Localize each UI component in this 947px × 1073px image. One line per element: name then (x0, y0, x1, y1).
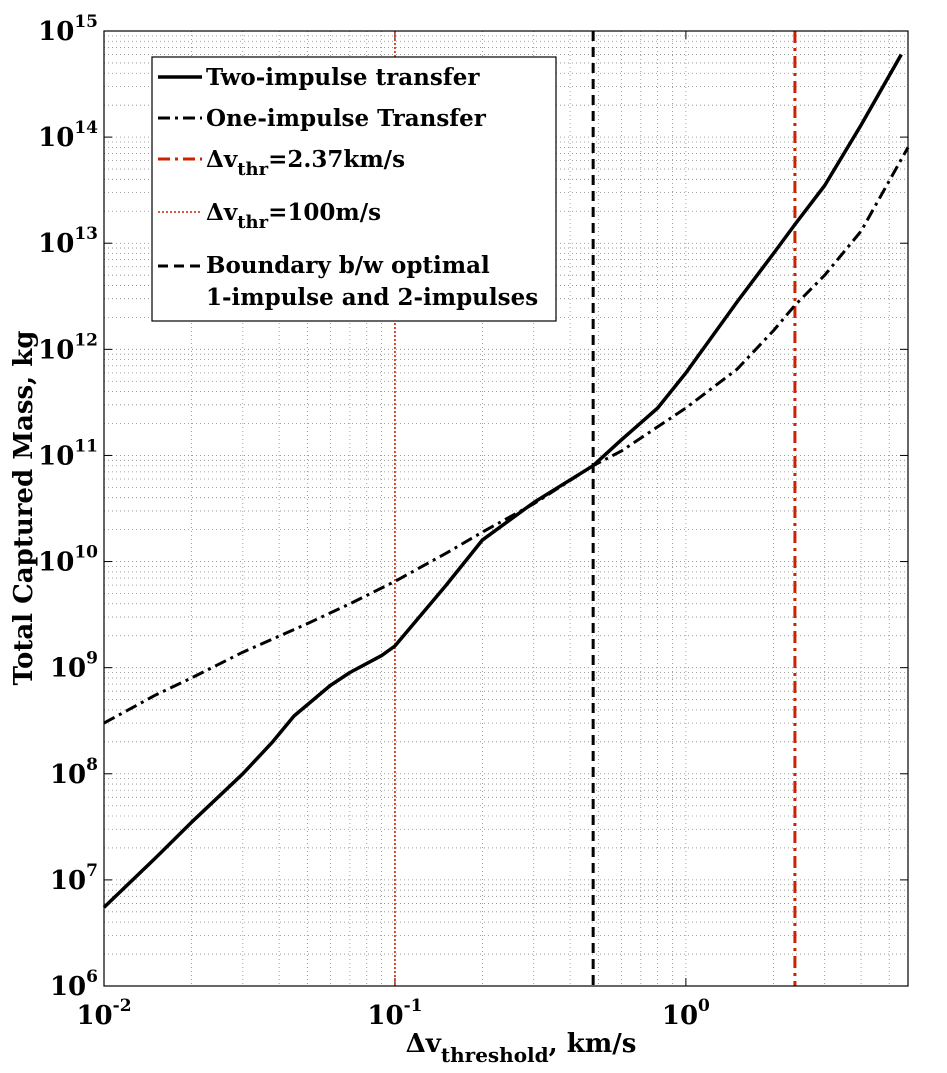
x-axis-label-main: Δv (406, 1029, 442, 1059)
vertical-lines (394, 31, 797, 986)
y-tick-label: 108 (50, 755, 98, 790)
plot-frame (103, 30, 909, 987)
y-tick-label: 1010 (38, 543, 98, 578)
x-tick-label: 10-1 (367, 996, 422, 1031)
y-tick-label: 1014 (38, 118, 98, 153)
legend-label-boundary-line2: 1-impulse and 2-impulses (206, 284, 538, 311)
y-tick-label: 1012 (38, 330, 98, 365)
legend-label-two-impulse: Two-impulse transfer (206, 64, 480, 91)
legend-label-dv-2-37: Δvthr=2.37km/s (206, 146, 405, 180)
y-tick-label: 106 (50, 967, 98, 1002)
series-line-1 (103, 146, 910, 725)
y-tick-label: 107 (50, 861, 98, 896)
legend-label-dv-100: Δvthr=100m/s (206, 199, 381, 233)
series-line-0 (102, 53, 903, 909)
y-tick-label: 1011 (38, 436, 98, 471)
legend-box (151, 56, 557, 322)
x-axis-label-sub: threshold (441, 1043, 549, 1067)
x-tick-label: 100 (662, 996, 710, 1031)
y-axis-label: Total Captured Mass, kg (9, 331, 39, 686)
legend: Two-impulse transfer One-impulse Transfe… (151, 56, 557, 322)
x-tick-labels: 10-2 10-1 100 (76, 996, 710, 1031)
y-tick-label: 1015 (38, 12, 98, 47)
x-axis-label: Δvthreshold, km/s (406, 1029, 637, 1067)
legend-label-one-impulse: One-impulse Transfer (206, 105, 487, 132)
y-tick-label: 1013 (38, 224, 98, 259)
x-axis-label-suffix: , km/s (549, 1029, 637, 1059)
x-tick-label: 10-2 (76, 996, 131, 1031)
y-tick-labels: 106 107 108 109 1010 1011 1012 1013 1014 1015 (38, 12, 98, 1002)
legend-label-boundary-line1: Boundary b/w optimal (206, 252, 490, 279)
y-tick-label: 109 (50, 649, 98, 684)
series-lines (102, 53, 910, 909)
